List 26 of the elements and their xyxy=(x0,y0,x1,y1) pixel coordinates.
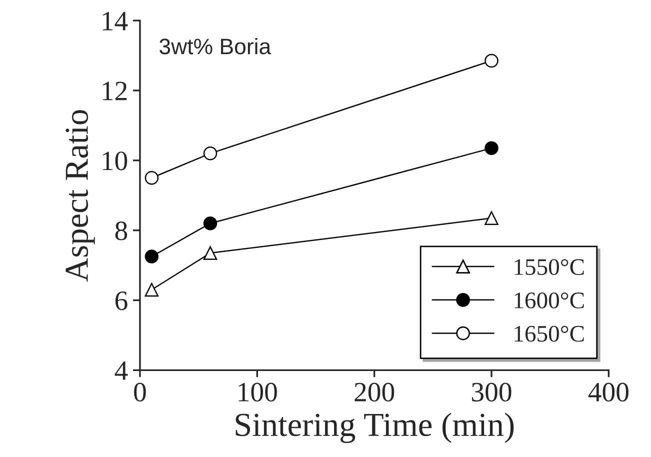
x-tick-label: 300 xyxy=(472,382,512,402)
x-tick-label: 200 xyxy=(354,382,394,402)
point xyxy=(203,216,218,230)
x-axis-title: Sintering Time (min) xyxy=(236,412,514,444)
point xyxy=(484,54,498,68)
x-tick-label: 100 xyxy=(238,382,277,402)
y-tick-label: 8 xyxy=(115,221,128,240)
y-tick-label: 4 xyxy=(114,362,128,380)
y-tick-label: 6 xyxy=(115,291,128,310)
y-tick-label: 10 xyxy=(102,152,128,170)
legend-label: 1550°C xyxy=(514,259,584,276)
point xyxy=(203,146,218,160)
legend-label: 1650°C xyxy=(514,326,584,342)
legend-label: 1600°C xyxy=(514,292,584,308)
y-axis-title: Aspect Ratio xyxy=(66,110,95,282)
point xyxy=(144,250,159,264)
x-tick-label: 0 xyxy=(134,382,146,402)
point xyxy=(144,171,159,185)
point xyxy=(144,282,159,297)
point xyxy=(484,141,498,156)
annotation: 3wt% Boria xyxy=(160,38,272,54)
point xyxy=(484,211,498,225)
y-tick-label: 14 xyxy=(102,12,128,30)
x-tick-label: 400 xyxy=(588,382,628,402)
y-tick-label: 12 xyxy=(102,82,127,100)
point xyxy=(203,246,218,260)
